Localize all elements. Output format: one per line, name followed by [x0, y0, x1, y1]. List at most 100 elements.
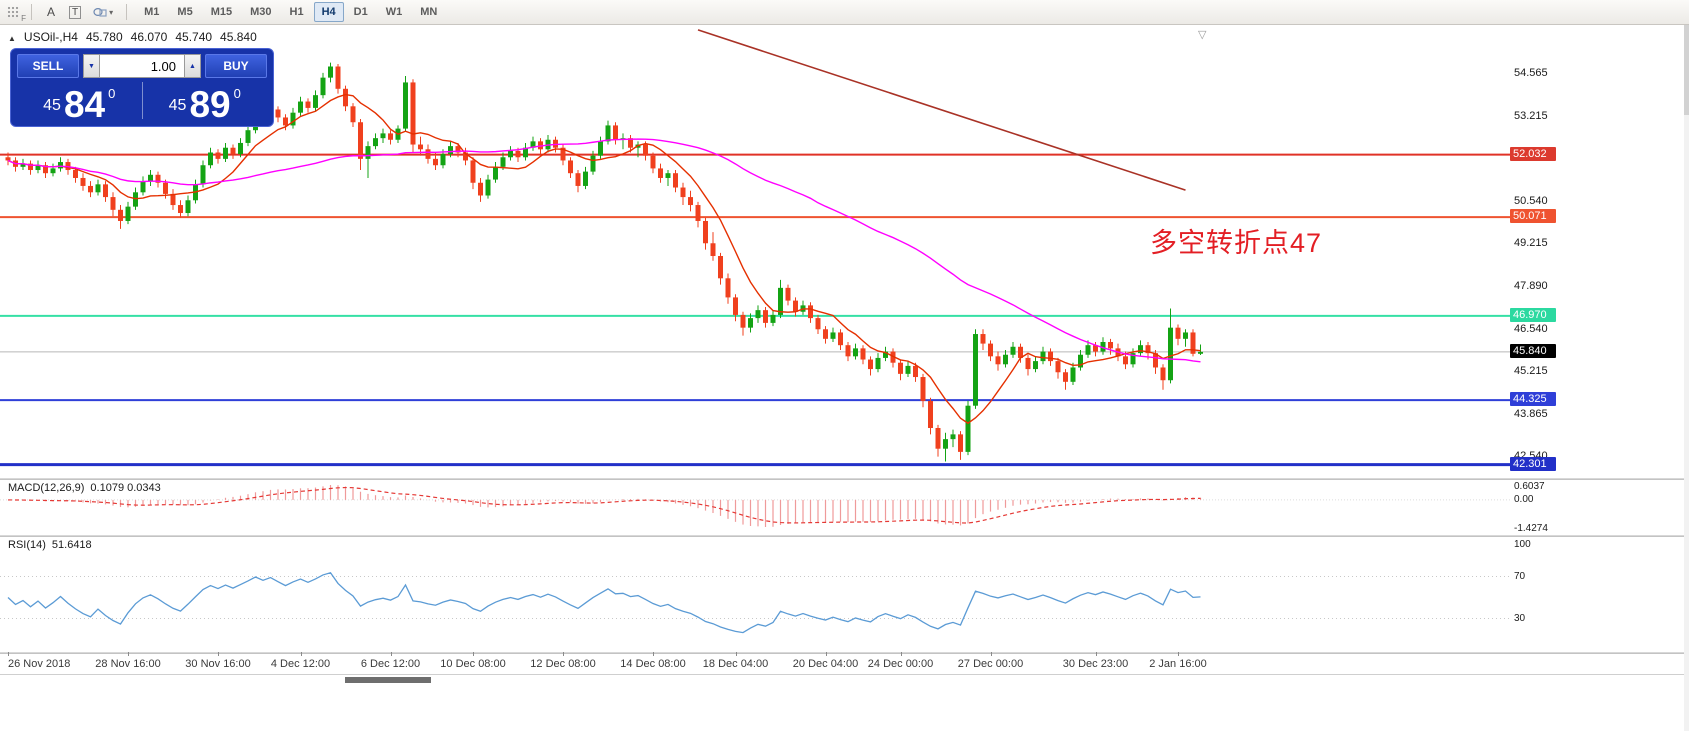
chart-text-annotation[interactable]: 多空转折点47 [1150, 228, 1323, 258]
one-click-trade-panel: SELL ▼ 1.00 ▲ BUY 45 84 0 45 89 0 [10, 48, 274, 127]
candles [5, 62, 1203, 462]
low-value: 45.740 [175, 30, 213, 44]
horizontal-scrollbar-thumb[interactable] [345, 677, 431, 683]
time-tick-mark [990, 652, 992, 656]
time-axis-label: 20 Dec 04:00 [792, 658, 859, 670]
price-level-label: 52.032 [1510, 146, 1556, 161]
timeframe-button-H4[interactable]: H4 [313, 2, 344, 22]
timeframe-button-M5[interactable]: M5 [177, 6, 193, 18]
timeframe-button-M15[interactable]: M15 [210, 6, 233, 18]
price-axis-tick: 45.215 [1514, 364, 1548, 377]
toolbar-separator [31, 4, 32, 20]
timeframe-button-M1[interactable]: M1 [144, 6, 160, 18]
shapes-tool-button[interactable]: ▾ [88, 2, 118, 22]
trade-panel-collapse-icon[interactable]: ▲ [8, 34, 16, 43]
price-axis: 54.565 53.215 50.540 49.215 47.890 46.540 45.2… [1510, 0, 1572, 478]
timeframe-button-H1[interactable]: H1 [289, 6, 304, 18]
timeframe-button-MN[interactable]: MN [420, 6, 438, 18]
macd-signal-line [7, 486, 1201, 524]
time-tick-mark [563, 652, 564, 656]
time-axis: 26 Nov 2018 28 Nov 16:00 30 Nov 16:00 4 Dec… [0, 652, 1689, 674]
time-axis-label: 26 Nov 2018 [8, 658, 71, 670]
time-axis-label: 10 Dec 08:00 [440, 658, 506, 670]
macd-axis-zero: 0.00 [1514, 493, 1534, 505]
candlestick-chart [0, 29, 1510, 467]
arrow-text-tool-button[interactable]: A [46, 5, 55, 19]
volume-stepper: ▼ 1.00 ▲ [83, 54, 201, 78]
moving-average-55 [7, 138, 1201, 363]
time-axis-label: 12 Dec 08:00 [530, 658, 596, 670]
time-tick-mark [8, 652, 9, 656]
sell-price[interactable]: 45 84 0 [43, 83, 116, 125]
time-tick-mark [128, 652, 129, 656]
macd-histogram [14, 485, 1202, 527]
price-level-label: 50.071 [1510, 209, 1556, 224]
macd-axis-min: -1.4274 [1514, 523, 1548, 534]
close-value: 45.840 [220, 30, 257, 44]
time-tick-mark [900, 652, 902, 656]
window-border [0, 674, 1689, 675]
text-label-tool-button[interactable]: T [64, 2, 86, 22]
timeframe-button-W1[interactable]: W1 [385, 6, 403, 18]
panel-separator[interactable] [0, 478, 1689, 480]
time-tick-mark [1095, 652, 1097, 656]
timeframe-button-D1[interactable]: D1 [353, 6, 368, 18]
open-value: 45.780 [85, 30, 123, 44]
high-value: 46.070 [130, 30, 168, 44]
time-tick-mark [653, 652, 654, 656]
chart-shift-marker-icon[interactable]: ▽ [1198, 29, 1207, 41]
time-axis-label: 27 Dec 00:00 [957, 658, 1024, 670]
macd-panel: MACD(12,26,9) 0.1079 0.0343 0.6037 0.00 … [0, 480, 1689, 535]
time-tick-mark [825, 652, 827, 656]
buy-button[interactable]: BUY [205, 54, 267, 78]
rsi-line [7, 571, 1201, 634]
buy-price[interactable]: 45 89 0 [168, 83, 241, 125]
shapes-icon [93, 7, 107, 17]
macd-axis-max: 0.6037 [1514, 481, 1545, 492]
macd-plot [0, 485, 1510, 527]
time-axis-label: 4 Dec 12:00 [270, 658, 331, 670]
time-axis-label: 24 Dec 00:00 [867, 658, 934, 670]
time-axis-label: 2 Jan 16:00 [1149, 658, 1207, 670]
time-tick-mark [735, 652, 737, 656]
time-tick-mark [390, 652, 392, 656]
rsi-title: RSI(14) 51.6418 [8, 539, 92, 551]
price-axis-tick: 53.215 [1514, 109, 1548, 122]
time-axis-label: 18 Dec 04:00 [702, 658, 769, 670]
time-axis-label: 30 Dec 23:00 [1062, 658, 1129, 670]
price-axis-tick: 50.540 [1514, 195, 1548, 208]
price-level-label: 46.970 [1510, 307, 1556, 322]
horizontal-level-lines [0, 153, 1510, 467]
rsi-axis-tick: 100 [1514, 539, 1531, 550]
volume-decrease-button[interactable]: ▼ [83, 54, 100, 78]
timeframe-button-M30[interactable]: M30 [250, 6, 272, 18]
price-level-label: 44.325 [1510, 392, 1556, 407]
price-axis-tick: 49.215 [1514, 237, 1548, 250]
panel-separator[interactable] [0, 535, 1689, 537]
time-tick-mark [300, 652, 302, 656]
symbol-label: USOil-,H4 [23, 30, 78, 44]
main-chart-panel: ▲ USOil-,H4 45.780 46.070 45.740 45.840 … [0, 25, 1689, 478]
toolbar-separator [126, 4, 128, 20]
price-axis-tick: 43.865 [1514, 407, 1548, 420]
sell-button[interactable]: SELL [17, 54, 79, 78]
price-axis-tick: 47.890 [1514, 279, 1548, 292]
vertical-scrollbar[interactable] [1684, 25, 1689, 731]
volume-input[interactable]: 1.00 [100, 54, 184, 78]
rsi-axis-tick: 30 [1514, 612, 1526, 624]
rsi-plot [0, 571, 1510, 634]
time-tick-mark [1178, 652, 1179, 656]
price-level-label: 45.840 [1510, 343, 1556, 358]
time-tick-mark [473, 652, 474, 656]
timeframe-button-group: M1 M5 M15 M30 H1 H4 D1 W1 MN [135, 2, 446, 22]
price-axis-tick: 54.565 [1514, 66, 1548, 79]
rsi-value: 51.6418 [51, 539, 92, 551]
time-axis-label: 30 Nov 16:00 [185, 658, 251, 670]
time-axis-label: 14 Dec 08:00 [620, 658, 686, 670]
panel-separator[interactable] [0, 652, 1689, 654]
volume-increase-button[interactable]: ▲ [184, 54, 201, 78]
descending-trendline [697, 29, 1186, 191]
chart-ohlc-readout: ▲ USOil-,H4 45.780 46.070 45.740 45.840 [8, 30, 257, 44]
toolbar-grip-icon[interactable]: F [7, 5, 26, 23]
price-axis-tick: 46.540 [1514, 322, 1548, 335]
